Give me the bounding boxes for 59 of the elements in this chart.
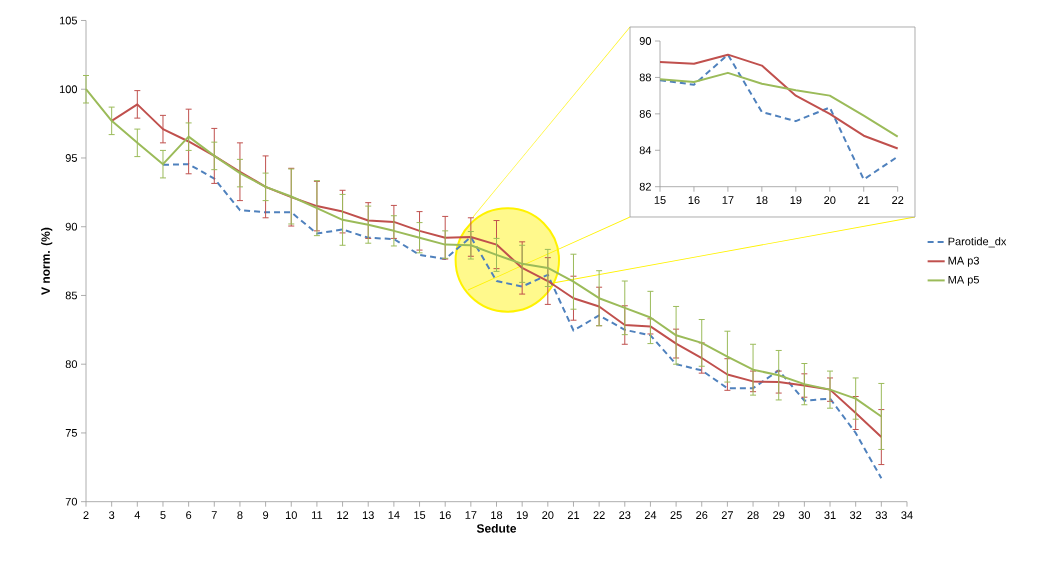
x-tick-label: 13 xyxy=(362,511,374,520)
x-tick-label: 2 xyxy=(83,511,89,519)
y-tick-label: 90 xyxy=(65,222,78,231)
x-tick-label: 9 xyxy=(263,511,269,520)
x-tick-label: 17 xyxy=(722,196,734,204)
x-tick-label: 34 xyxy=(901,511,913,520)
y-axis-title: V norm. (%) xyxy=(41,227,53,295)
x-tick-label: 16 xyxy=(439,511,451,520)
y-tick-label: 82 xyxy=(639,182,651,191)
x-tick-label: 21 xyxy=(858,196,870,204)
y-tick-label: 88 xyxy=(639,73,651,82)
x-tick-label: 15 xyxy=(414,511,426,519)
y-tick-label: 84 xyxy=(639,146,652,155)
x-tick-label: 10 xyxy=(285,511,297,520)
y-tick-label: 90 xyxy=(639,37,652,45)
x-tick-label: 19 xyxy=(790,196,802,205)
x-tick-label: 4 xyxy=(134,511,141,519)
x-tick-label: 6 xyxy=(186,511,192,520)
x-tick-label: 17 xyxy=(465,511,477,519)
x-tick-label: 7 xyxy=(211,511,217,519)
legend-label: Parotide_dx xyxy=(948,237,1007,248)
x-tick-label: 32 xyxy=(849,511,862,520)
x-tick-label: 14 xyxy=(388,511,400,519)
x-tick-label: 33 xyxy=(875,511,887,520)
x-axis-title: Sedute xyxy=(476,523,517,533)
x-tick-label: 23 xyxy=(619,511,631,520)
x-tick-label: 25 xyxy=(670,511,682,520)
x-tick-label: 5 xyxy=(160,511,166,519)
x-tick-label: 12 xyxy=(337,511,349,519)
x-tick-label: 15 xyxy=(654,196,666,204)
x-tick-label: 20 xyxy=(824,196,836,205)
x-tick-label: 22 xyxy=(593,511,605,519)
y-tick-label: 80 xyxy=(65,360,78,369)
x-tick-label: 19 xyxy=(516,511,528,520)
x-tick-label: 22 xyxy=(892,196,904,204)
legend-label: MA p3 xyxy=(948,256,979,267)
x-tick-label: 16 xyxy=(688,196,700,205)
x-tick-label: 21 xyxy=(567,511,580,519)
legend-label: MA p5 xyxy=(948,275,979,286)
x-tick-label: 26 xyxy=(696,511,708,520)
y-tick-label: 70 xyxy=(65,497,78,506)
x-tick-label: 29 xyxy=(773,511,785,520)
y-tick-label: 86 xyxy=(639,109,651,118)
x-tick-label: 8 xyxy=(237,511,243,520)
x-tick-label: 27 xyxy=(721,511,733,519)
y-tick-label: 75 xyxy=(65,429,78,437)
y-tick-label: 85 xyxy=(65,291,78,300)
x-tick-label: 30 xyxy=(798,511,811,520)
x-tick-label: 20 xyxy=(542,511,554,520)
x-tick-label: 18 xyxy=(491,511,503,520)
x-tick-label: 24 xyxy=(644,511,657,519)
y-tick-label: 100 xyxy=(59,85,78,94)
y-tick-label: 95 xyxy=(65,154,78,162)
x-tick-label: 11 xyxy=(312,511,323,519)
x-tick-label: 28 xyxy=(747,511,759,520)
x-tick-label: 31 xyxy=(824,511,836,520)
x-tick-label: 18 xyxy=(756,196,768,205)
x-tick-label: 3 xyxy=(109,511,115,520)
y-tick-label: 105 xyxy=(59,16,77,25)
